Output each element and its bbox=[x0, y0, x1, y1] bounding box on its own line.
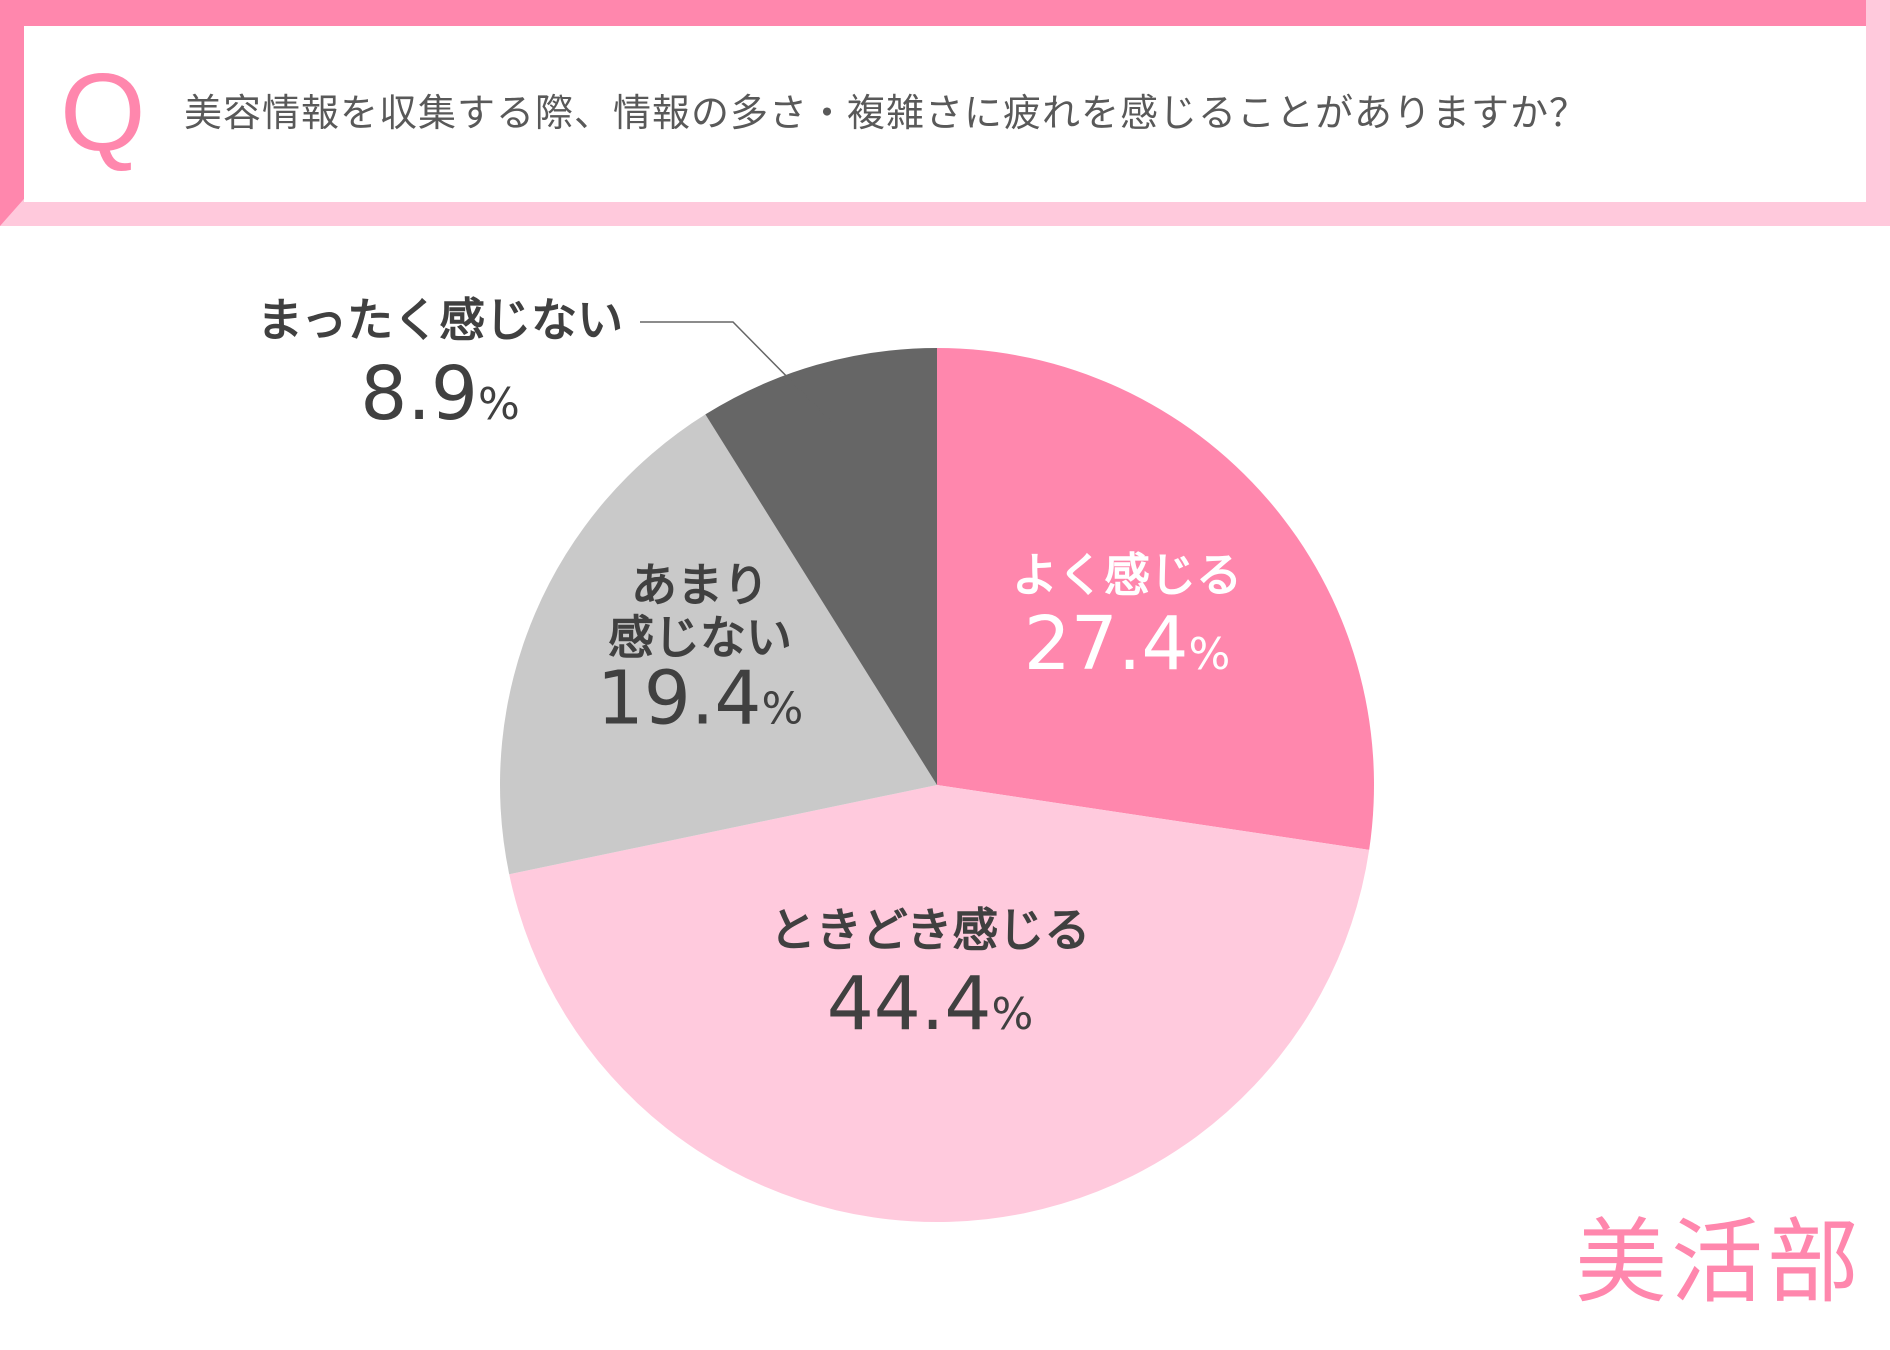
banner-top-border bbox=[0, 0, 1890, 26]
slice-value-label: 27.4% bbox=[1024, 601, 1231, 687]
slice-category-label: ときどき感じる bbox=[770, 903, 1091, 957]
banner-right-border bbox=[1866, 0, 1890, 226]
slice-value-label: 44.4% bbox=[827, 961, 1034, 1047]
banner-left-border bbox=[0, 0, 24, 226]
question-text: 美容情報を収集する際、情報の多さ・複雑さに疲れを感じることがありますか？ bbox=[184, 91, 1589, 135]
pie-slice bbox=[937, 348, 1374, 850]
slice-category-label: あまり bbox=[631, 558, 769, 612]
question-banner: Q 美容情報を収集する際、情報の多さ・複雑さに疲れを感じることがありますか？ bbox=[0, 0, 1890, 226]
slice-value-label: 8.9% bbox=[360, 351, 520, 437]
slice-category-label: 感じない bbox=[608, 611, 792, 665]
pie-slices bbox=[500, 348, 1374, 1222]
pie-slice bbox=[500, 414, 937, 875]
question-mark-icon: Q bbox=[60, 51, 146, 174]
question-box bbox=[24, 26, 1866, 202]
pie-slice bbox=[509, 785, 1370, 1222]
slice-category-label: よく感じる bbox=[1012, 548, 1242, 602]
pie-slice bbox=[705, 348, 937, 785]
leader-line bbox=[640, 321, 834, 425]
slice-value-label: 19.4% bbox=[597, 656, 804, 742]
brand-logo: 美活部 bbox=[1575, 1209, 1864, 1316]
slice-category-label: まったく感じない bbox=[257, 293, 623, 347]
